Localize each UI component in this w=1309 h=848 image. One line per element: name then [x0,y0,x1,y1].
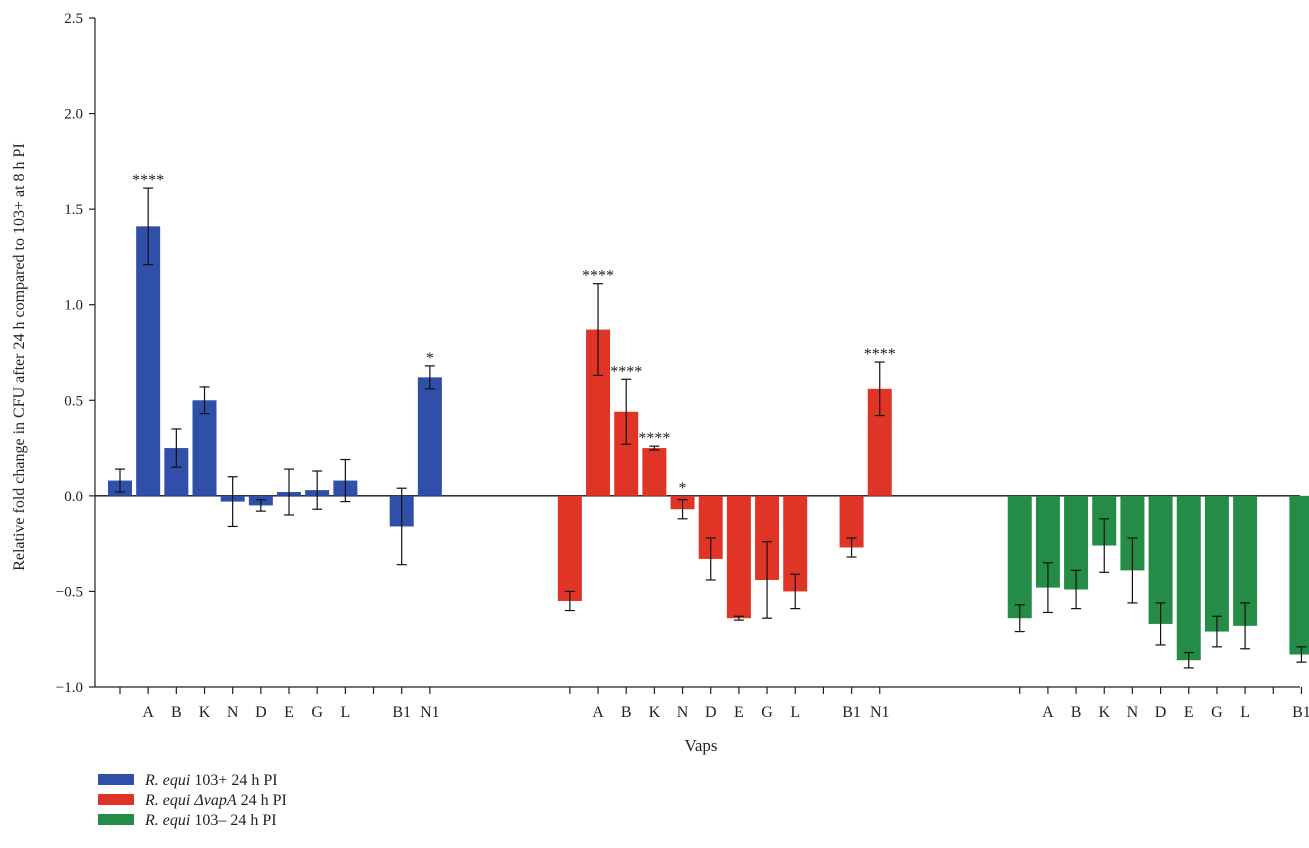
significance-label: **** [638,430,670,447]
bar [557,495,582,601]
y-tick-label: 2.0 [64,107,83,123]
y-axis: −1.0 −0.5 0.0 0.5 1.0 1.5 2.0 2.5 [56,11,96,696]
legend-swatch [98,814,134,825]
y-tick-label: 1.5 [64,202,83,218]
legend: R. equi 103+ 24 h PI R. equi ΔvapA 24 h P… [98,772,287,829]
legend-entry-condition: 103+ 24 h PI [190,772,277,789]
x-tick-label: E [284,704,294,721]
x-tick-label: B1 [842,704,861,721]
legend-entry-species: R. equi [144,772,190,789]
x-tick-label: N1 [420,704,440,721]
x-tick-label: B [1071,704,1082,721]
x-tick-label: G [1211,704,1223,721]
significance-label: **** [132,172,164,189]
x-tick-label: K [1098,704,1110,721]
x-tick-label: K [199,704,211,721]
bar [1176,495,1201,661]
x-tick-label: E [734,704,744,721]
significance-label: * [679,480,687,497]
significance-label: **** [610,363,642,380]
x-tick-label: N1 [870,704,890,721]
x-tick-label: N [1127,704,1139,721]
x-tick-label: L [790,704,800,721]
series-group [1007,495,1309,669]
x-tick-label: A [592,704,604,721]
x-tick-label: B [621,704,632,721]
x-axis: ABKNDEGLB1N1ABKNDEGLB1N1ABKNDEGLB1N1 [95,686,1309,721]
series-group: ***************** [557,268,896,621]
x-tick-label: D [1155,704,1167,721]
x-tick-label: K [649,704,661,721]
x-tick-label: B1 [1292,704,1309,721]
x-tick-label: D [255,704,267,721]
legend-entry: R. equi 103+ 24 h PI [144,772,278,789]
y-tick-label: 0.0 [64,489,83,505]
legend-entry-condition: 103– 24 h PI [190,812,276,829]
x-tick-label: A [142,704,154,721]
legend-swatch [98,774,134,785]
legend-entry: R. equi ΔvapA 24 h PI [144,792,287,809]
significance-label: **** [582,268,614,285]
x-tick-label: N [677,704,689,721]
bar [1007,495,1032,619]
bar [417,377,442,496]
y-axis-label: Relative fold change in CFU after 24 h c… [11,143,28,571]
legend-swatch [98,794,134,805]
legend-entry: R. equi 103– 24 h PI [144,812,277,829]
series-group: ***** [108,172,442,566]
bar [642,448,667,496]
bar [1289,495,1309,655]
bar [726,495,751,619]
x-tick-label: B1 [392,704,411,721]
x-tick-label: N [227,704,239,721]
legend-entry-species: R. equi ΔvapA [144,792,237,809]
x-tick-label: G [311,704,323,721]
legend-entry-species: R. equi [144,812,190,829]
bar [136,226,161,496]
x-tick-label: D [705,704,717,721]
y-tick-label: 2.5 [64,11,83,27]
x-tick-label: L [340,704,350,721]
x-tick-label: A [1042,704,1054,721]
bar [192,400,217,496]
x-tick-label: L [1240,704,1250,721]
x-tick-label: E [1184,704,1194,721]
y-tick-label: 1.0 [64,298,83,314]
bar [1204,495,1229,632]
significance-label: **** [864,346,896,363]
x-tick-label: B [171,704,182,721]
x-axis-label: Vaps [684,736,717,755]
bars: ********************** [108,172,1309,669]
legend-entry-condition: 24 h PI [237,792,287,809]
x-tick-label: G [761,704,773,721]
y-tick-label: −1.0 [56,680,83,696]
y-tick-label: 0.5 [64,393,83,409]
y-tick-label: −0.5 [56,584,83,600]
significance-label: * [426,350,434,367]
